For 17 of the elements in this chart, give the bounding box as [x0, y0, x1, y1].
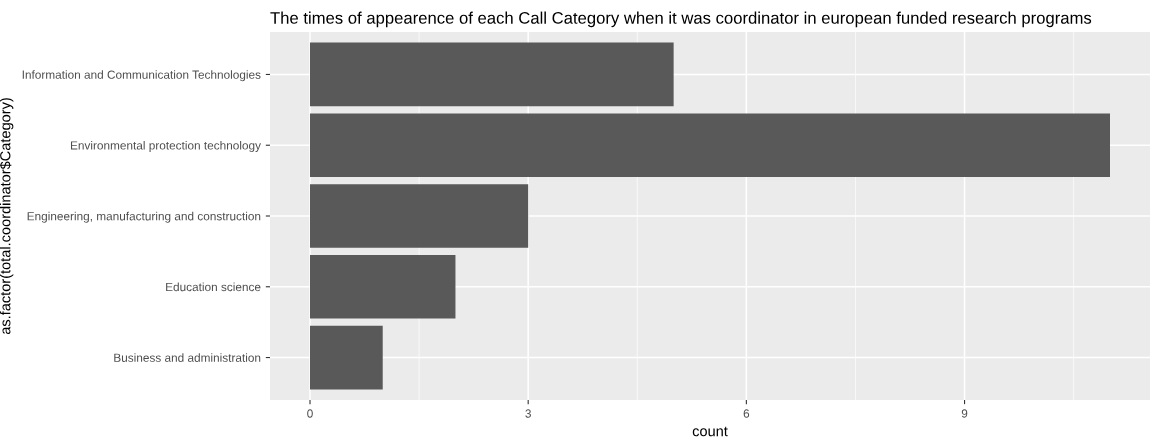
x-tick-label: 9	[961, 409, 968, 418]
y-tick-label: Environmental protection technology	[70, 140, 261, 152]
x-tick-label: 6	[743, 409, 750, 418]
y-tick-label: Information and Communication Technologies	[22, 70, 261, 82]
x-tick-label: 3	[525, 409, 531, 418]
chart-title: The times of appearence of each Call Category when it was coordinator in european funded research programs	[270, 11, 1092, 28]
x-axis-title: count	[692, 426, 728, 437]
y-tick-label: Education science	[166, 282, 261, 292]
bar	[310, 325, 383, 390]
bar	[310, 113, 1110, 178]
bar	[310, 42, 674, 107]
x-tick-label: 0	[307, 409, 313, 418]
y-axis-title: as.factor(total.coordinator$Category)	[0, 98, 14, 335]
y-tick-label: Engineering, manufacturing and construction	[27, 211, 261, 223]
y-tick-label: Business and administration	[114, 353, 261, 362]
bar	[310, 184, 529, 248]
bar	[310, 254, 456, 319]
